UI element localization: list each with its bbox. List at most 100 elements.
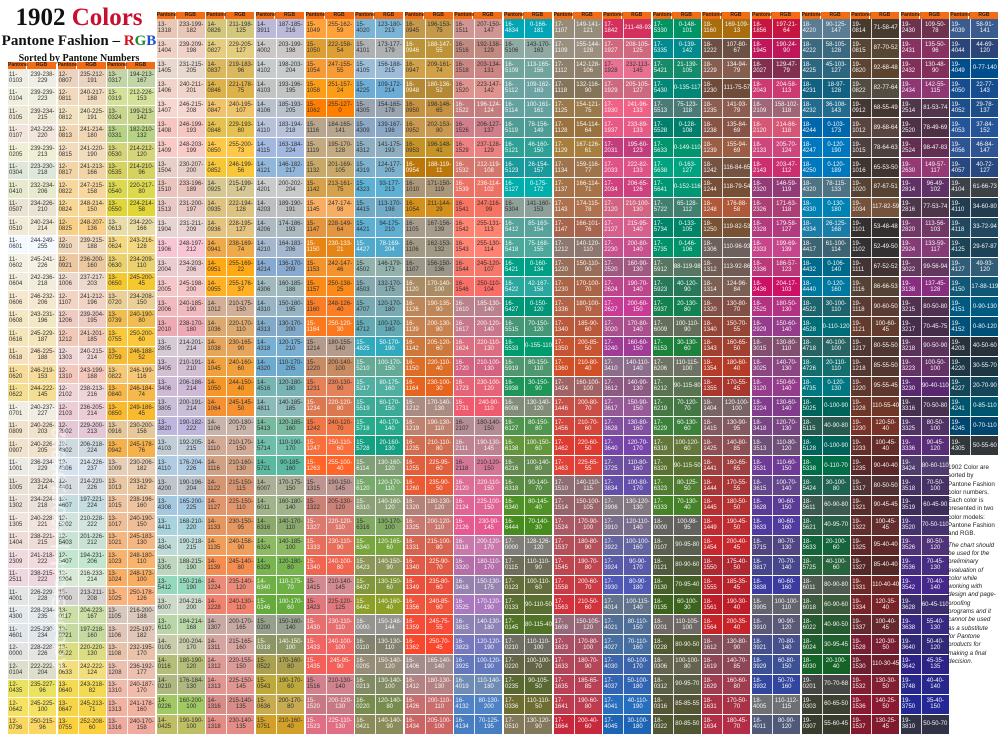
pantone-code: 19-2924 — [901, 237, 922, 257]
color-swatch-row: 18-4250 0-120-189 — [801, 158, 850, 178]
color-swatch-row: 19-4241 0-85-110 — [950, 396, 999, 417]
rgb-value: 214-86-118 — [776, 121, 797, 134]
color-swatch-row: 19-2630 149-57-117 — [900, 158, 949, 178]
pantone-code: 16-1539 — [454, 178, 476, 197]
color-swatch-row: 19-4110 34-60-80 — [950, 197, 999, 218]
rgb-value: 61-66-73 — [972, 184, 997, 191]
rgb-value: 78-156-149 — [528, 121, 549, 134]
color-swatch-row: 16-5114 100-161-161 — [504, 98, 552, 119]
rgb-value: 85-85-55 — [675, 701, 700, 708]
pantone-code: 19-1235 — [851, 456, 873, 476]
color-swatch-row: 18-3224 130-60-140 — [752, 396, 800, 417]
rgb-value: 220-155-150 — [228, 658, 253, 671]
pantone-code: 17-1558 — [554, 575, 575, 595]
color-column: Pantone RGB 18-1856 197-21-64 18-1945 190-24-… — [752, 12, 800, 735]
pantone-code: 18-4432 — [802, 257, 823, 277]
rgb-value: 219-183-96 — [228, 62, 253, 75]
pantone-code: 17-5641 — [653, 178, 674, 197]
pantone-code: 11-0507 — [8, 198, 29, 216]
color-swatch-row: 16-5533 0-155-110 — [504, 337, 552, 357]
rgb-value: 120-50-40 — [875, 419, 897, 432]
pantone-code: 17-1930 — [603, 98, 625, 118]
rgb-value: 53-48-48 — [873, 224, 898, 231]
color-swatch-row: 17-2120 210-100-130 — [603, 197, 652, 218]
rgb-value: 220-120-80 — [328, 400, 353, 413]
pantone-code: 13-1316 — [107, 716, 129, 734]
rgb-value: 200-204-170 — [179, 638, 204, 651]
rgb-value: 130-160-120 — [377, 459, 402, 472]
pantone-code: 19-4052 — [950, 98, 972, 118]
color-swatch-row: 16-2118 210-120-150 — [454, 456, 503, 477]
pantone-code: 13-1313 — [107, 698, 129, 716]
color-swatch-row: 18-5725 40-100-60 — [801, 555, 850, 576]
color-swatch-row: 14-1127 225-150-110 — [206, 496, 255, 516]
header-rgb: RGB — [978, 12, 990, 18]
color-swatch-row: 15-4415 113-170-198 — [355, 197, 404, 218]
color-swatch-row: 16-4134 70-125-195 — [454, 714, 503, 735]
color-swatch-row: 16-1331 215-100-80 — [404, 535, 453, 556]
rgb-value: 205-130-120 — [328, 499, 353, 512]
rgb-value: 240-234-214 — [30, 219, 55, 232]
color-swatch-row: 18-1239 155-94-69 — [702, 138, 751, 159]
rgb-value: 230-110-110 — [328, 618, 352, 631]
color-swatch-row: 17-1446 200-80-70 — [553, 396, 602, 417]
color-swatch-row: 19-4227 20-70-90 — [950, 376, 999, 397]
color-swatch-row: 14-1312 220-155-150 — [206, 655, 255, 675]
color-swatch-row: 16-1107 156-150-136 — [404, 257, 453, 278]
rgb-value: 200-40-45 — [726, 539, 748, 552]
rgb-value: 235-212-191 — [80, 71, 105, 84]
color-swatch-row: 18-0316 85-85-55 — [652, 694, 701, 715]
pantone-code: 18-1355 — [702, 376, 724, 396]
rgb-value: 60-65-50 — [824, 701, 849, 708]
rgb-value: 160-185-188 — [278, 280, 303, 293]
pantone-code: 16-1054 — [405, 197, 426, 217]
color-swatch-row: 12-2102 238-213-216 — [57, 383, 106, 402]
rgb-value: 40-40-140 — [926, 678, 944, 691]
pantone-code: 14-4110 — [256, 118, 277, 138]
chart-subtitle-line: Pantone Fashion – RGB — [0, 32, 158, 50]
color-swatch-row: 13-0522 220-220-130 — [57, 642, 106, 661]
pantone-code: 18-4011 — [752, 714, 773, 734]
color-swatch-row: 12-0807 235-212-191 — [57, 69, 106, 88]
pantone-code: 16-1520 — [454, 78, 476, 98]
pantone-code: 19-2434 — [901, 78, 922, 98]
rgb-value: 237-217-203 — [80, 275, 105, 288]
rgb-value: 170-160-80 — [278, 658, 303, 671]
color-swatch-row: 18-0322 80-85-50 — [652, 714, 701, 735]
color-swatch-row: 18-1160 169-109-13 — [702, 19, 751, 39]
pantone-code: 13-6110 — [157, 615, 178, 635]
color-swatch-row: 11-1005 233-224-214 — [8, 476, 56, 495]
rgb-value: 80-90-80 — [824, 581, 849, 588]
color-swatch-row: 17-1641 190-60-80 — [553, 694, 602, 715]
rgb-value: 230-130-90 — [328, 380, 353, 393]
rgb-value: 110-110-100 — [526, 638, 551, 651]
color-swatch-row: 16-0948 180-136-52 — [404, 78, 453, 99]
pantone-code: 13-0613 — [107, 217, 129, 235]
color-swatch-row: 19-3217 70-45-75 — [900, 317, 949, 337]
color-swatch-row: 17-3906 130-120-130 — [603, 496, 652, 516]
pantone-code: 18-4320 — [802, 178, 823, 197]
color-swatch-row: 14-4210 164-183-206 — [256, 237, 304, 258]
pantone-code: 14-0105 — [157, 635, 178, 654]
pantone-code: 17-1129 — [554, 138, 575, 158]
color-swatch-row: 15-5210 100-170-150 — [355, 356, 404, 377]
rgb-value: 40-90-80 — [824, 422, 849, 429]
column-header: Pantone RGB — [156, 12, 205, 19]
rgb-value: 200-140-100 — [328, 360, 353, 373]
color-swatch-row: 18-0130 70-95-40 — [652, 575, 701, 596]
pantone-code: 12-2102 — [58, 383, 79, 401]
pantone-code: 14-1110 — [206, 436, 228, 456]
pantone-code: 15-5210 — [355, 356, 377, 376]
color-swatch-row: 14-1106 200-180-170 — [206, 416, 255, 437]
pantone-code: 15-5217 — [355, 376, 377, 396]
pantone-code: 16-1532 — [454, 158, 476, 177]
rgb-value: 190-170-60 — [278, 678, 303, 691]
color-swatch-row: 17-5923 40-120-90 — [652, 277, 701, 298]
color-swatch-row: 12-0811 240-217-188 — [57, 87, 106, 106]
pantone-code: 16-4132 — [454, 694, 476, 714]
color-swatch-row: 13-0331 182-210-132 — [107, 124, 156, 143]
color-swatch-row: 13-1009 230-206-182 — [107, 457, 156, 476]
color-swatch-row: 17-1545 190-70-80 — [553, 555, 602, 576]
pantone-code: 17-4045 — [603, 714, 625, 734]
pantone-code: 17-2120 — [603, 197, 625, 217]
